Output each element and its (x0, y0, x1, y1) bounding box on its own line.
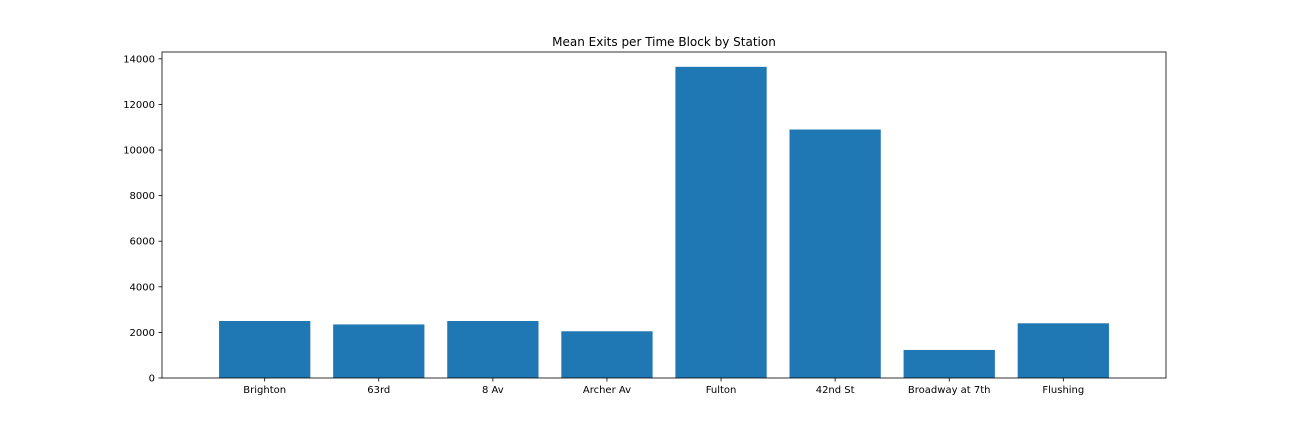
bar-broadway-at-7th (903, 349, 995, 378)
x-axis: Brighton 63rd 8 Av Archer Av Fulton 42nd St Br… (243, 378, 1084, 396)
plot-frame (161, 51, 1167, 379)
y-tick-label: 4000 (130, 282, 155, 293)
y-tick-label: 0 (149, 374, 155, 385)
y-tick-label: 8000 (130, 191, 155, 202)
bar-8-av (447, 321, 539, 378)
bar-42nd-st (789, 129, 881, 378)
bar-flushing (1017, 323, 1109, 378)
bars-group (219, 66, 1109, 378)
x-tick-label: Brighton (243, 385, 286, 396)
y-tick-label: 14000 (123, 54, 155, 65)
x-tick-label: 8 Av (482, 385, 504, 396)
bar-brighton (219, 321, 311, 378)
bar-fulton (675, 66, 767, 378)
y-tick-label: 2000 (130, 328, 155, 339)
x-tick-label: Flushing (1042, 385, 1084, 396)
y-tick-label: 10000 (123, 146, 155, 157)
x-tick-label: 42nd St (816, 385, 855, 396)
x-tick-label: 63rd (367, 385, 390, 396)
y-tick-label: 12000 (123, 100, 155, 111)
chart-title: Mean Exits per Time Block by Station (552, 35, 776, 49)
x-tick-label: Archer Av (583, 385, 631, 396)
y-tick-label: 6000 (130, 237, 155, 248)
x-tick-label: Fulton (706, 385, 737, 396)
y-axis: 0 2000 4000 6000 8000 10000 12000 14000 (123, 54, 162, 385)
bar-63rd (333, 324, 425, 378)
bar-archer-av (561, 331, 653, 378)
x-tick-label: Broadway at 7th (908, 385, 991, 396)
